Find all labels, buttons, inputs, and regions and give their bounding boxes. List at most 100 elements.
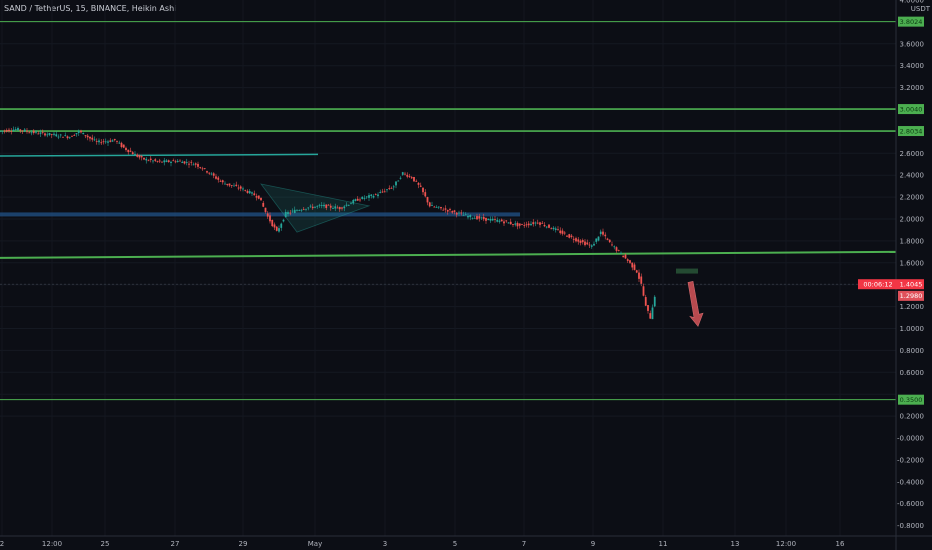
candle-body: [75, 133, 78, 135]
candle-body: [275, 226, 278, 231]
current-price-tag: [858, 279, 924, 290]
candle-body: [635, 270, 638, 273]
candle-body: [401, 172, 404, 175]
trend-lines[interactable]: [0, 153, 371, 233]
candle-body: [588, 244, 591, 246]
candle-body: [118, 142, 121, 144]
level-lines[interactable]: [0, 21, 897, 401]
candle-body: [158, 160, 161, 162]
candle-body: [631, 262, 634, 268]
candle-body: [82, 132, 85, 135]
level-price-tag: [898, 394, 924, 405]
candle-body: [257, 195, 260, 199]
candle-body: [136, 154, 139, 157]
candle-body: [80, 130, 82, 133]
candle-body: [293, 209, 296, 213]
candle-body: [129, 150, 132, 152]
annotations[interactable]: [0, 268, 896, 327]
candle-body: [244, 189, 247, 191]
candle-body: [28, 132, 31, 134]
price-tick-label: 0.2000: [900, 413, 925, 421]
candle-body: [219, 180, 222, 182]
candle-body: [365, 196, 368, 198]
candle-body: [550, 228, 553, 230]
candle-body: [3, 130, 6, 132]
candle-body: [597, 236, 600, 241]
candle-body: [338, 207, 341, 210]
candle-body: [518, 223, 521, 226]
candle-body: [248, 191, 251, 194]
candle-body: [640, 276, 643, 284]
candle-body: [336, 207, 339, 209]
down-arrow-icon[interactable]: [687, 281, 704, 327]
candle-body: [532, 222, 535, 225]
candle-body: [590, 245, 593, 247]
candle-body: [649, 313, 652, 319]
candle-body: [568, 234, 571, 238]
price-tick-label: 1.2000: [900, 303, 925, 311]
candle-body: [192, 164, 195, 166]
candle-body: [113, 138, 116, 141]
price-tick-label: 2.0000: [900, 216, 925, 224]
candle-body: [476, 216, 478, 220]
candle-body: [233, 185, 235, 187]
price-tick-label: 3.2000: [900, 84, 925, 92]
price-tick-label: -0.6000: [897, 500, 924, 508]
candle-body: [107, 141, 109, 143]
price-axis[interactable]: USDT4.00003.60003.40003.20002.80002.6000…: [897, 0, 931, 530]
candle-body: [179, 160, 181, 162]
candle-body: [264, 207, 267, 212]
secondary-price-text: 1.2980: [900, 292, 923, 300]
candle-body: [266, 213, 269, 217]
candle-body: [163, 160, 166, 163]
candle-body: [498, 220, 501, 222]
candle-body: [325, 204, 328, 209]
price-tick-label: 3.4000: [900, 62, 925, 70]
candle-body: [500, 219, 503, 222]
candle-body: [347, 204, 350, 206]
candle-body: [507, 222, 510, 224]
candle-body: [140, 156, 143, 158]
time-tick-label: 13: [731, 540, 740, 548]
candle-body: [451, 211, 454, 213]
price-tick-label: 3.6000: [900, 40, 925, 48]
candle-body: [460, 212, 463, 214]
candle-body: [644, 297, 647, 306]
candle-body: [190, 161, 193, 163]
candle-body: [77, 130, 80, 133]
candle-body: [390, 187, 393, 189]
candle-body: [287, 212, 289, 215]
candle-body: [397, 180, 400, 182]
candle-body: [570, 235, 573, 238]
candle-body: [626, 259, 629, 261]
candle-body: [356, 198, 359, 201]
candle-body: [172, 160, 175, 162]
candle-body: [613, 246, 616, 248]
candle-body: [424, 192, 427, 197]
candle-body: [120, 142, 123, 147]
time-tick-label: 2: [0, 540, 4, 548]
candle-body: [521, 224, 523, 226]
time-axis[interactable]: 2 12:00 25 27 29 May 3 5 7 9 11 13 12:00 16: [0, 540, 845, 548]
candle-body: [316, 205, 319, 207]
candle-body: [602, 231, 604, 235]
candle-body: [458, 212, 460, 214]
level-price-tag: [898, 104, 924, 115]
price-tick-label: 0.8000: [900, 347, 925, 355]
candle-body: [197, 163, 199, 167]
price-tick-label: 1.0000: [900, 325, 925, 333]
candle-body: [386, 189, 388, 191]
candle-body: [552, 227, 555, 230]
candle-body: [633, 264, 636, 270]
candle-body: [298, 210, 301, 212]
candle-body: [226, 183, 229, 185]
candle-body: [32, 130, 35, 134]
candle-body: [143, 157, 145, 160]
price-tick-label: -0.2000: [897, 456, 924, 464]
candle-body: [57, 136, 60, 138]
candle-body: [480, 217, 483, 219]
candle-body: [462, 214, 465, 216]
candle-body: [422, 187, 424, 193]
candle-body: [541, 222, 544, 224]
